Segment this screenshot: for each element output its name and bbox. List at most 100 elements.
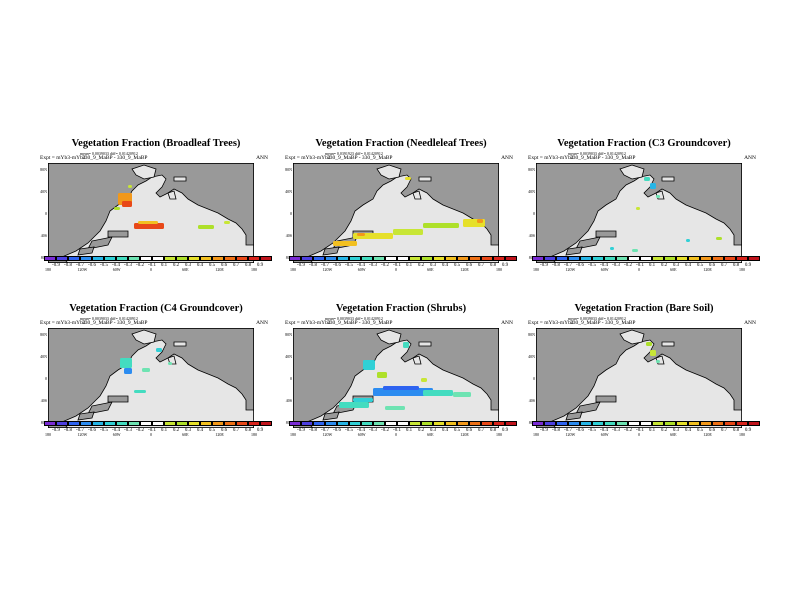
colorbar-label: 0.2 xyxy=(417,263,425,268)
colorbar-swatch xyxy=(212,421,224,426)
colorbar-swatch xyxy=(568,256,580,261)
colorbar-label: 0.6 xyxy=(708,263,716,268)
experiment-label: Expt = mYb3-mYb2 xyxy=(285,155,331,161)
season-label: ANN xyxy=(501,320,513,326)
map-frame xyxy=(293,328,499,428)
lon-tick-label: 180 xyxy=(533,267,539,272)
inland-sea xyxy=(87,236,113,250)
lat-tick-label: 40S xyxy=(285,398,292,403)
colorbar-swatch xyxy=(260,256,272,261)
colorbar-swatch xyxy=(676,256,688,261)
inland-sea xyxy=(77,411,95,421)
difference-patch xyxy=(198,225,214,229)
lat-tick-label: 40S xyxy=(528,398,535,403)
landmass xyxy=(376,164,402,180)
colorbar-swatch xyxy=(140,421,152,426)
mean-diff-label: mean= 0.0039033 diff= 0.01420912 xyxy=(568,316,626,321)
colorbar-swatch xyxy=(724,421,736,426)
colorbar-swatch xyxy=(688,421,700,426)
difference-patch xyxy=(224,221,230,224)
colorbar-swatch xyxy=(505,421,517,426)
lat-tick-label: 80N xyxy=(285,167,292,172)
colorbar-swatch xyxy=(68,421,80,426)
colorbar-swatch xyxy=(736,421,748,426)
lon-tick-label: 180 xyxy=(45,432,51,437)
colorbar-swatch xyxy=(712,256,724,261)
lat-tick-label: 40N xyxy=(285,354,292,359)
colorbar-label: -0.4 xyxy=(357,263,365,268)
colorbar-swatch xyxy=(164,256,176,261)
colorbar-swatch xyxy=(44,256,56,261)
colorbar-swatch xyxy=(493,256,505,261)
colorbar-swatch xyxy=(104,256,116,261)
colorbar-label: 0.4 xyxy=(684,263,692,268)
colorbar-swatch xyxy=(176,421,188,426)
experiment-label: Expt = mYb3-mYb2 xyxy=(528,320,574,326)
mean-diff-label: mean= 0.0039033 diff= 0.01420912 xyxy=(325,316,383,321)
colorbar-swatch xyxy=(604,421,616,426)
landmass xyxy=(418,176,432,182)
colorbar-label: -0.2 xyxy=(624,263,632,268)
lat-tick-label: 0 xyxy=(45,211,47,216)
colorbar-label: 0.5 xyxy=(453,263,461,268)
colorbar-label: 0.7 xyxy=(720,263,728,268)
colorbar: -0.9 -0.8 -0.7 -0.6 -0.5 -0.4 -0.3 -0.2 -0.1 0.1 0… xyxy=(40,421,272,441)
colorbar-swatch xyxy=(748,256,760,261)
colorbar-swatch xyxy=(580,421,592,426)
colorbar-swatch xyxy=(248,421,260,426)
colorbar-swatch xyxy=(301,421,313,426)
lat-tick-label: 40N xyxy=(285,189,292,194)
colorbar-swatch xyxy=(188,421,200,426)
landmass xyxy=(619,164,645,180)
lon-tick-label: 60E xyxy=(427,267,434,272)
colorbar-label: 0.4 xyxy=(441,428,449,433)
difference-patch xyxy=(423,223,459,228)
experiment-label: Expt = mYb3-mYb2 xyxy=(285,320,331,326)
map-plot xyxy=(536,328,743,429)
colorbar-label: -0.4 xyxy=(600,428,608,433)
lon-tick-label: 60W xyxy=(112,267,121,272)
colorbar-swatch xyxy=(640,421,652,426)
landmass xyxy=(173,341,187,347)
colorbar-label: -0.8 xyxy=(552,263,560,268)
experiment-label: Expt = mYb3-mYb2 xyxy=(40,155,86,161)
colorbar-swatch xyxy=(604,256,616,261)
colorbar-label: -0.5 xyxy=(345,428,353,433)
lon-tick-label: 120W xyxy=(565,432,576,437)
difference-patch xyxy=(377,372,387,378)
colorbar-label: 0.1 xyxy=(405,428,413,433)
mean-diff-label: mean= 0.0039033 diff= 0.01420912 xyxy=(568,151,626,156)
difference-patch xyxy=(403,342,409,348)
colorbar-label: 0.8 xyxy=(244,428,252,433)
lat-tick-label: 40S xyxy=(285,233,292,238)
run-label: 330_9_MaBP - 330_9_MaBP xyxy=(570,320,636,326)
lat-tick-label: 40N xyxy=(40,189,47,194)
colorbar-label: 0.2 xyxy=(172,263,180,268)
lat-tick-label: 40S xyxy=(40,233,47,238)
colorbar-swatch xyxy=(640,256,652,261)
landmass xyxy=(131,164,157,180)
colorbar-label: -0.5 xyxy=(100,263,108,268)
inland-sea xyxy=(77,246,95,256)
colorbar-label: 0.6 xyxy=(465,428,473,433)
map-area: 80N 40N 0 40S 80S 180 120W 60W 0 60E 120E 180 xyxy=(528,163,745,272)
colorbar-label: -0.7 xyxy=(321,428,329,433)
colorbar-swatch xyxy=(616,256,628,261)
difference-patch xyxy=(423,390,453,396)
colorbar-label: 0.4 xyxy=(441,263,449,268)
lon-tick-label: 0 xyxy=(150,267,152,272)
colorbar-label: -0.5 xyxy=(588,263,596,268)
colorbar-swatch xyxy=(236,421,248,426)
colorbar-swatch xyxy=(592,421,604,426)
difference-patch xyxy=(339,402,369,408)
lon-tick-label: 0 xyxy=(395,267,397,272)
inland-sea xyxy=(595,230,617,238)
colorbar-label: 0.7 xyxy=(477,263,485,268)
lon-tick-label: 60E xyxy=(182,432,189,437)
difference-patch xyxy=(656,360,660,363)
colorbar-swatch xyxy=(152,421,164,426)
panel-baresoil: Vegetation Fraction (Bare Soil) mean= 0.0… xyxy=(528,303,760,488)
lon-tick-label: 120W xyxy=(322,267,333,272)
colorbar-label: 0.8 xyxy=(244,263,252,268)
colorbar-swatch xyxy=(700,421,712,426)
